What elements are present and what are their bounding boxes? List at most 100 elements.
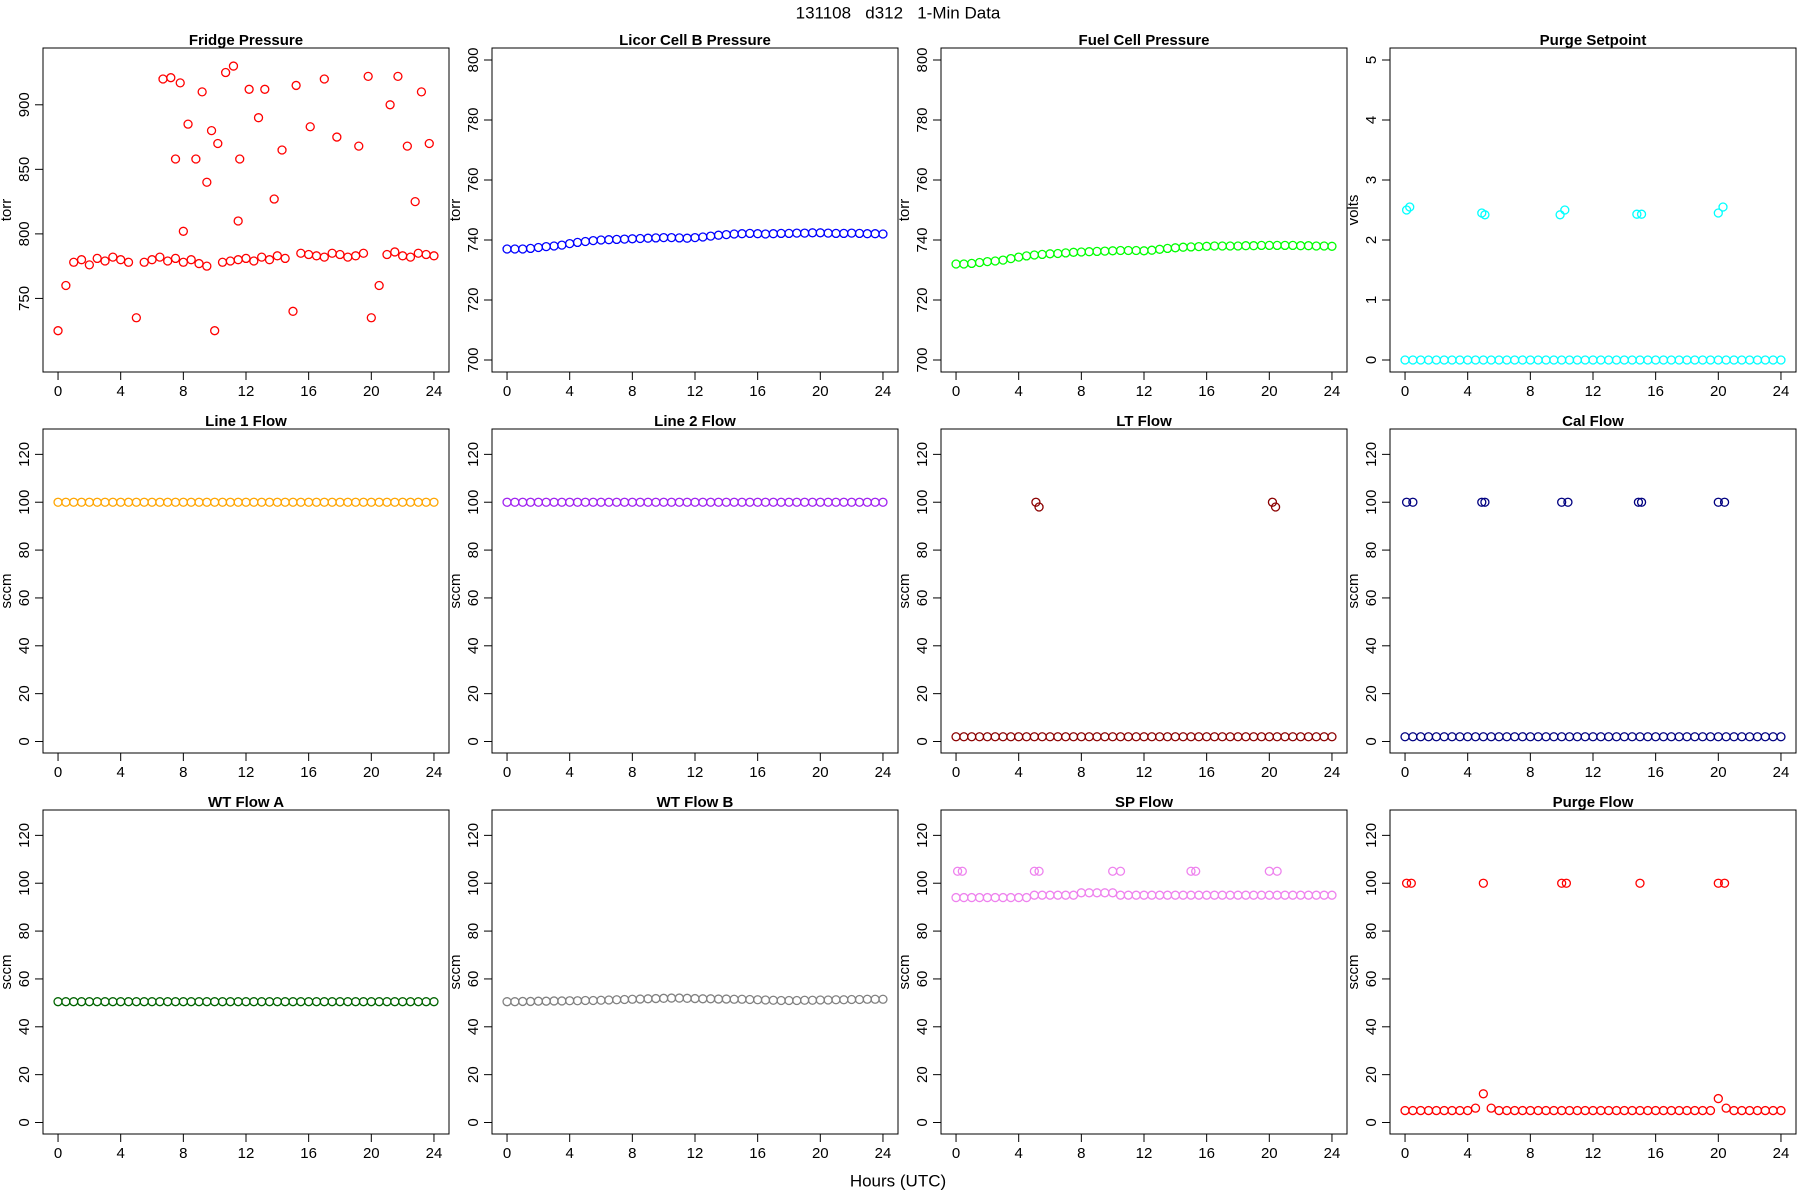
panel: SP Flow sccm 0 4 8 12 16 20 24 0 20 40 60 80 100 120 bbox=[896, 794, 1348, 1162]
point bbox=[424, 138, 434, 149]
panel-title: WT Flow A bbox=[208, 794, 284, 811]
y-tick-label: 0 bbox=[465, 1118, 482, 1126]
y-tick-label: 80 bbox=[914, 923, 931, 940]
point bbox=[1557, 878, 1567, 888]
point bbox=[170, 154, 181, 164]
point bbox=[61, 280, 71, 291]
point bbox=[228, 61, 239, 71]
y-tick-label: 80 bbox=[914, 542, 931, 559]
plot-frame bbox=[1389, 809, 1797, 1135]
point bbox=[1635, 878, 1645, 888]
point bbox=[1408, 497, 1418, 507]
x-tick-label: 4 bbox=[1015, 764, 1023, 781]
point bbox=[1272, 866, 1282, 876]
point bbox=[186, 255, 196, 265]
point bbox=[210, 326, 220, 336]
x-tick-label: 24 bbox=[1324, 1145, 1341, 1162]
y-tick-label: 100 bbox=[1363, 871, 1380, 896]
panel-title: SP Flow bbox=[1115, 794, 1173, 811]
x-tick-label: 12 bbox=[1136, 383, 1153, 400]
point bbox=[288, 306, 298, 316]
x-tick-label: 20 bbox=[1710, 383, 1727, 400]
point bbox=[429, 497, 439, 507]
panel-title: LT Flow bbox=[1116, 413, 1172, 430]
y-tick-label: 20 bbox=[16, 685, 33, 702]
y-tick-label: 40 bbox=[1363, 637, 1380, 654]
x-tick-label: 4 bbox=[566, 764, 574, 781]
point bbox=[1561, 878, 1572, 888]
y-tick-label: 80 bbox=[465, 923, 482, 940]
y-tick-label: 60 bbox=[465, 971, 482, 988]
x-tick-label: 20 bbox=[363, 764, 380, 781]
x-tick-label: 0 bbox=[54, 764, 62, 781]
plot-area bbox=[502, 993, 888, 1007]
point bbox=[305, 122, 315, 132]
point bbox=[260, 84, 270, 94]
y-tick-label: 760 bbox=[914, 167, 931, 192]
x-tick-label: 16 bbox=[1647, 764, 1664, 781]
point bbox=[1470, 1103, 1481, 1113]
point bbox=[1705, 1105, 1716, 1116]
y-tick-label: 60 bbox=[1363, 971, 1380, 988]
y-axis-label: sccm bbox=[1345, 574, 1362, 609]
point bbox=[235, 154, 245, 164]
x-tick-label: 16 bbox=[300, 1145, 317, 1162]
point bbox=[429, 997, 439, 1007]
x-tick-label: 0 bbox=[1401, 1145, 1409, 1162]
y-tick-label: 20 bbox=[465, 685, 482, 702]
plot-area bbox=[951, 240, 1337, 269]
point bbox=[1480, 210, 1490, 220]
point bbox=[100, 256, 110, 266]
x-tick-label: 24 bbox=[875, 764, 892, 781]
x-tick-label: 8 bbox=[628, 383, 636, 400]
x-tick-label: 0 bbox=[54, 383, 62, 400]
plot-frame bbox=[940, 809, 1348, 1135]
point bbox=[178, 226, 188, 236]
x-tick-label: 20 bbox=[812, 383, 829, 400]
plot-area bbox=[951, 866, 1337, 903]
x-tick-label: 20 bbox=[1261, 383, 1278, 400]
x-tick-label: 4 bbox=[1464, 383, 1472, 400]
x-tick-label: 4 bbox=[117, 1145, 125, 1162]
y-tick-label: 0 bbox=[1363, 356, 1380, 364]
y-tick-label: 120 bbox=[16, 442, 33, 467]
point bbox=[191, 154, 201, 164]
y-tick-label: 60 bbox=[914, 971, 931, 988]
point bbox=[1480, 497, 1490, 507]
point bbox=[878, 994, 888, 1004]
y-tick-label: 60 bbox=[16, 971, 33, 988]
x-tick-label: 20 bbox=[1710, 1145, 1727, 1162]
x-tick-label: 16 bbox=[300, 764, 317, 781]
x-tick-label: 12 bbox=[687, 383, 704, 400]
y-tick-label: 80 bbox=[1363, 542, 1380, 559]
y-axis-label: sccm bbox=[896, 955, 913, 990]
x-tick-label: 0 bbox=[503, 383, 511, 400]
point bbox=[416, 87, 427, 97]
y-tick-label: 40 bbox=[465, 1018, 482, 1035]
y-tick-label: 800 bbox=[465, 47, 482, 72]
point bbox=[402, 141, 412, 151]
panel: Purge Flow sccm 0 4 8 12 16 20 24 0 20 40 60 80 100 120 bbox=[1345, 794, 1797, 1162]
panel: Cal Flow sccm 0 4 8 12 16 20 24 0 20 40 60 80 100 120 bbox=[1345, 413, 1797, 781]
y-tick-label: 20 bbox=[914, 685, 931, 702]
x-tick-label: 24 bbox=[1773, 764, 1790, 781]
y-tick-label: 800 bbox=[914, 47, 931, 72]
y-tick-label: 100 bbox=[1363, 490, 1380, 515]
y-tick-label: 20 bbox=[16, 1066, 33, 1083]
y-axis-label: sccm bbox=[896, 574, 913, 609]
point bbox=[1718, 202, 1728, 212]
panel: LT Flow sccm 0 4 8 12 16 20 24 0 20 40 60 80 100 120 bbox=[896, 413, 1348, 781]
y-tick-label: 120 bbox=[465, 442, 482, 467]
x-tick-label: 24 bbox=[1773, 383, 1790, 400]
point bbox=[1191, 866, 1201, 876]
y-tick-label: 100 bbox=[465, 490, 482, 515]
x-tick-label: 12 bbox=[1136, 764, 1153, 781]
panel-title: Licor Cell B Pressure bbox=[619, 32, 771, 49]
x-tick-label: 0 bbox=[54, 1145, 62, 1162]
panel-title: Purge Setpoint bbox=[1540, 32, 1647, 49]
point bbox=[1636, 209, 1647, 219]
y-tick-label: 80 bbox=[465, 542, 482, 559]
point bbox=[1477, 497, 1487, 507]
x-tick-label: 8 bbox=[1077, 764, 1085, 781]
y-tick-label: 720 bbox=[465, 287, 482, 312]
